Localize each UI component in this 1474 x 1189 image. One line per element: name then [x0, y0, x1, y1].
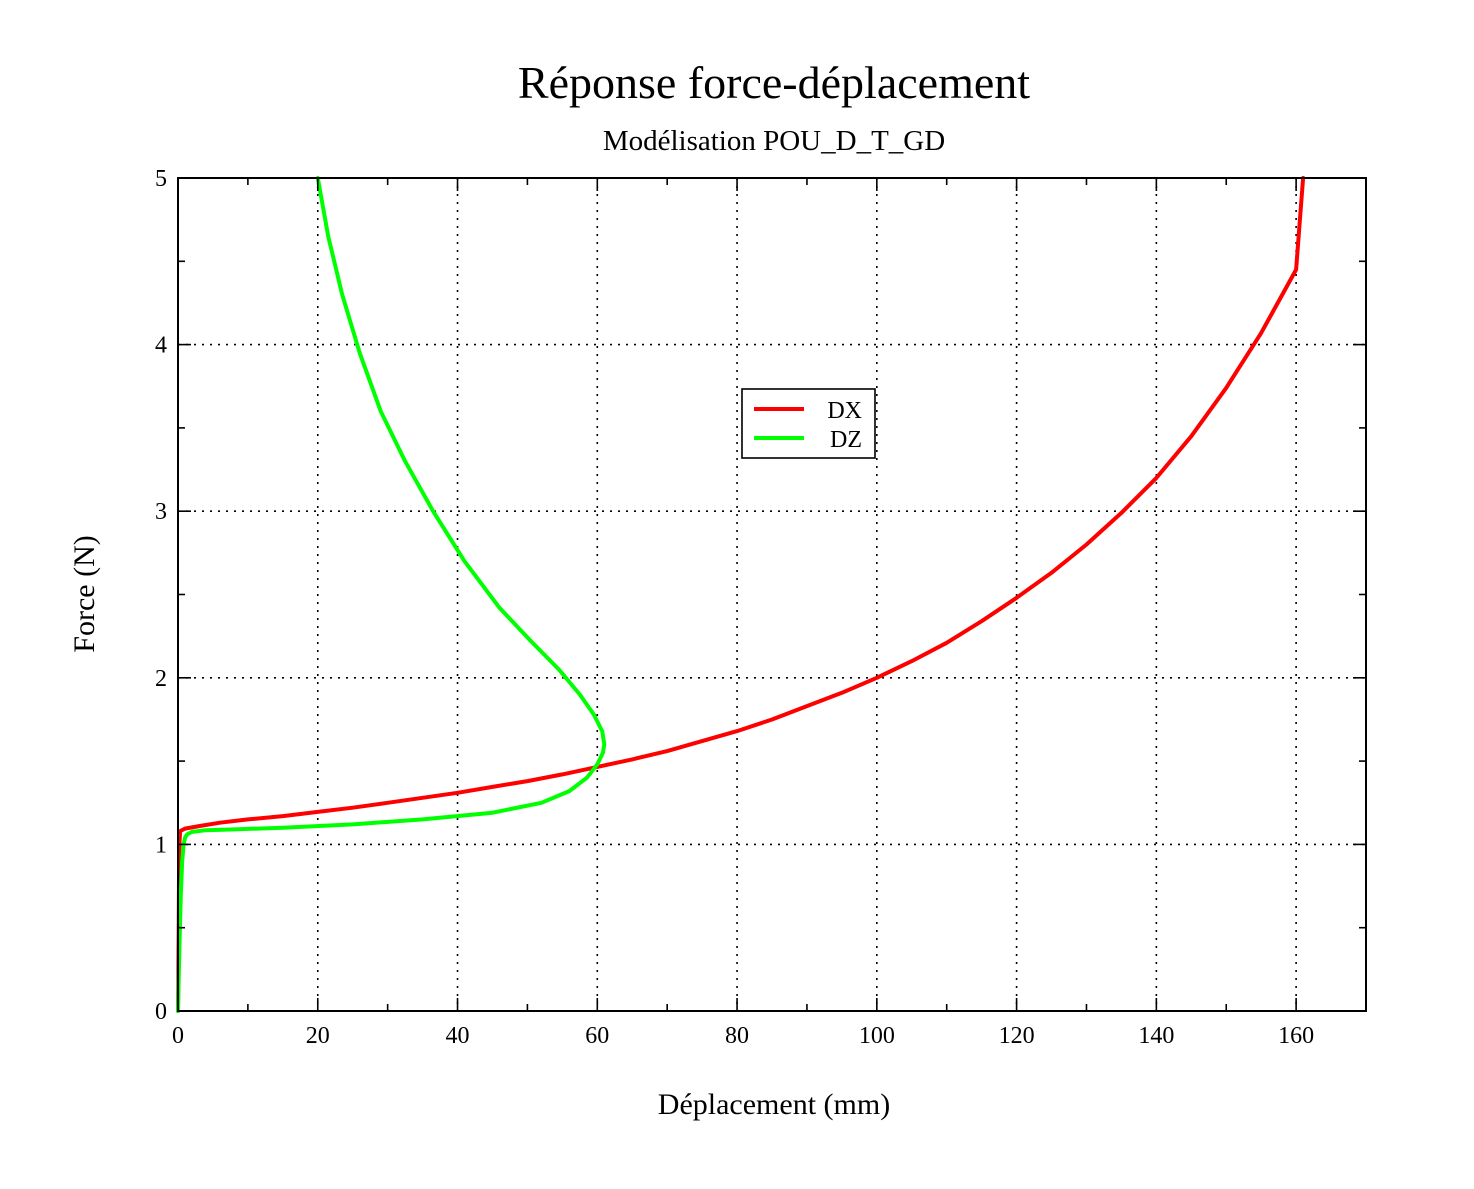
x-tick-label: 0 [172, 1023, 184, 1049]
y-tick-label: 0 [155, 999, 167, 1025]
legend: DX DZ [741, 388, 876, 459]
plot-frame [177, 177, 1367, 1012]
chart-title: Réponse force-déplacement [518, 57, 1030, 108]
y-tick-label: 4 [155, 333, 167, 359]
x-tick-label: 100 [859, 1023, 895, 1049]
y-tick-label: 3 [155, 499, 167, 525]
legend-label-dz: DZ [830, 427, 862, 453]
series-line-dz [176, 176, 607, 1013]
x-tick-label: 120 [999, 1023, 1035, 1049]
legend-label-dx: DX [827, 398, 862, 424]
x-tick-label: 140 [1138, 1023, 1174, 1049]
y-axis-label: Force (N) [68, 535, 101, 652]
x-tick-label: 160 [1278, 1023, 1314, 1049]
x-axis-label: Déplacement (mm) [658, 1088, 890, 1121]
x-tick-label: 80 [725, 1023, 749, 1049]
chart-subtitle: Modélisation POU_D_T_GD [603, 125, 945, 157]
grid [178, 178, 1366, 1011]
series-line-dx [176, 176, 1306, 1013]
series-lines [176, 176, 1306, 1013]
y-tick-label: 2 [155, 666, 167, 692]
x-tick-label: 60 [585, 1023, 609, 1049]
x-tick-label: 40 [446, 1023, 470, 1049]
axis-ticks [177, 177, 1367, 1012]
y-tick-label: 1 [155, 832, 167, 858]
legend-box [741, 388, 876, 459]
y-tick-label: 5 [155, 166, 167, 192]
x-tick-label: 20 [306, 1023, 330, 1049]
